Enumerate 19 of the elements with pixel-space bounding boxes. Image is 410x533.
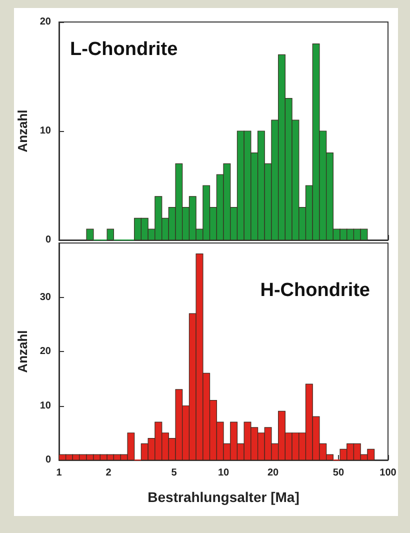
annotation: H-Chondrite <box>260 280 370 301</box>
annotation: L-Chondrite <box>70 39 178 60</box>
x-tick-label: 5 <box>171 468 178 478</box>
x-tick-label: 10 <box>218 468 230 478</box>
x-axis-title: Bestrahlungsalter [Ma] <box>148 489 300 505</box>
y-tick-label: 10 <box>40 126 52 136</box>
y-tick-label: 10 <box>40 400 52 412</box>
x-tick-label: 100 <box>380 468 397 478</box>
y-tick-label: 0 <box>45 454 52 466</box>
y-tick-label: 20 <box>40 346 52 357</box>
x-tick-label: 50 <box>332 468 344 478</box>
y-axis-title: Anzahl <box>14 330 30 373</box>
x-tick-label: 20 <box>267 468 280 478</box>
y-axis-title: Anzahl <box>14 110 30 152</box>
y-tick-label: 0 <box>45 234 52 246</box>
x-tick-label: 1 <box>56 468 62 478</box>
y-tick-label: 20 <box>40 16 52 28</box>
x-tick-label: 2 <box>106 468 112 478</box>
y-tick-label: 30 <box>40 292 52 303</box>
